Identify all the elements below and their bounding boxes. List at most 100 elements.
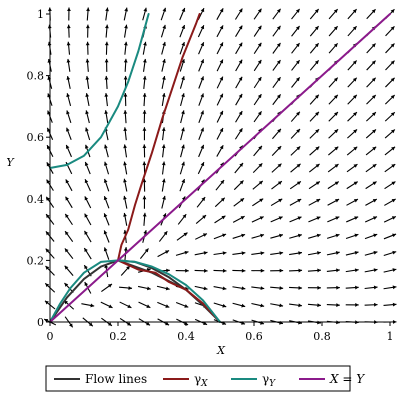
field-arrow [142,7,148,21]
field-arrow [385,60,395,71]
field-arrow [291,25,300,37]
field-arrow [103,195,110,209]
legend-label: Flow lines [85,372,147,386]
field-arrow [385,43,395,54]
field-arrow [345,268,359,273]
field-arrow [161,178,166,192]
field-arrow [194,285,208,291]
field-arrow [327,163,339,173]
field-arrow [384,163,396,173]
field-arrow [101,283,113,293]
field-arrow [64,213,73,226]
field-arrow [179,178,186,192]
field-arrow [103,213,110,226]
curves-layer [49,13,391,323]
field-arrow [123,58,128,72]
field-arrow [327,216,340,223]
field-arrow [328,146,339,156]
field-arrow [328,8,339,20]
series-diagonal [49,13,391,323]
field-arrow [272,8,281,20]
field-arrow [347,60,358,71]
field-arrow [195,233,208,240]
field-arrow [161,41,166,55]
field-arrow [232,268,246,273]
y-tick-label: 0.4 [27,193,45,206]
field-arrow [177,213,187,225]
field-arrow [65,179,73,192]
field-arrow [160,24,167,38]
field-arrow [383,250,397,256]
field-arrow [197,24,205,38]
field-arrow [66,58,71,72]
x-axis-label: X [216,344,226,357]
field-arrow [161,75,166,89]
x-tick-label: 0.8 [313,330,331,343]
field-arrow [142,195,147,209]
field-arrow [309,42,320,54]
field-arrow [215,179,225,191]
direction-field [43,7,397,328]
field-arrow [161,161,166,175]
field-arrow [272,76,281,89]
field-arrow [326,251,340,256]
field-arrow [179,161,185,175]
field-arrow [346,181,358,190]
field-arrow [232,286,246,291]
field-arrow [326,233,340,239]
field-arrow [124,24,128,38]
legend-item-flow-lines: Flow lines [54,372,147,386]
field-arrow [142,127,147,141]
field-arrow [213,251,227,256]
field-arrow [64,230,74,243]
field-arrow [384,181,396,190]
field-arrow [270,198,283,207]
field-arrow [216,59,224,72]
y-axis-label: Y [6,156,15,169]
field-arrow [67,7,71,21]
field-arrow [194,251,208,256]
field-arrow [85,127,91,141]
field-arrow [84,178,91,192]
field-arrow [384,146,396,156]
field-arrow [383,285,397,290]
field-arrow [85,41,90,55]
field-arrow [235,110,243,123]
field-arrow [308,181,321,190]
field-arrow [213,286,227,291]
field-arrow [309,111,320,122]
field-arrow [66,93,72,106]
field-arrow [47,58,52,72]
field-arrow [232,251,246,256]
field-arrow [83,247,92,260]
field-arrow [327,198,340,206]
y-tick-label: 0.6 [27,131,45,144]
x-tick-label: 0.6 [245,330,263,343]
field-arrow [253,111,262,123]
field-arrow [328,25,339,37]
field-arrow [198,110,204,123]
field-arrow [364,268,378,273]
series-line [117,13,201,262]
field-arrow [385,26,395,37]
field-arrow [103,161,110,175]
field-arrow [216,42,224,55]
field-arrow [328,94,339,105]
field-arrow [198,76,204,89]
field-arrow [123,212,128,226]
field-arrow [309,146,320,156]
field-arrow [235,25,243,37]
field-arrow [307,303,321,308]
field-arrow [123,144,128,158]
field-arrow [326,303,340,307]
field-arrow [214,215,226,224]
legend-item-diagonal: X = Y [299,372,365,386]
field-arrow [289,303,303,308]
field-arrow [65,196,73,209]
field-arrow [346,198,359,206]
field-arrow [104,75,109,89]
field-arrow [309,59,320,71]
field-arrow [180,110,185,124]
field-arrow [271,163,282,173]
series-line [49,259,221,323]
